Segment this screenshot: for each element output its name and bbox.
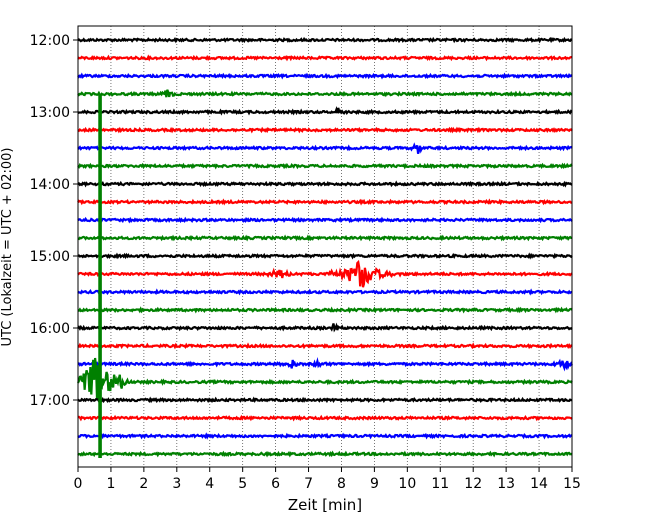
trace-row [77,342,573,350]
spike-mark [98,94,102,458]
x-tick-label: 9 [370,476,379,492]
y-tick-label: 17:00 [30,393,70,409]
trace-row [77,356,573,372]
x-axis-label: Zeit [min] [288,496,362,514]
trace-row [77,234,573,242]
x-tick-label: 11 [431,476,449,492]
plot-frame [77,25,573,468]
trace-row [77,322,573,333]
y-tick-label: 15:00 [30,249,70,265]
trace-lines [76,36,573,458]
trace-row [77,396,573,404]
trace-row [77,259,573,288]
trace-row [76,357,573,401]
trace-row [77,89,573,98]
x-tick-label: 4 [205,476,214,492]
trace-row [77,216,573,224]
trace-row [77,306,573,314]
trace-row [77,72,573,80]
trace-row [77,252,573,260]
x-tick-label: 13 [497,476,515,492]
x-tick-label: 14 [530,476,548,492]
trace-row [77,142,573,155]
trace-row [77,180,573,188]
trace-row [77,162,573,170]
y-axis-ticks: 12:00 13:00 14:00 15:00 16:00 17:00 [30,33,78,409]
x-tick-label: 12 [464,476,482,492]
x-tick-label: 8 [337,476,346,492]
y-tick-label: 14:00 [30,177,70,193]
trace-row [77,36,573,44]
spike-layer [98,94,102,458]
y-axis-label: UTC (Lokalzeit = UTC + 02:00) [0,148,15,347]
trace-row [77,414,573,422]
trace-row [77,54,573,62]
x-tick-label: 6 [271,476,280,492]
x-tick-label: 3 [172,476,181,492]
y-tick-label: 12:00 [30,33,70,49]
x-tick-label: 7 [304,476,313,492]
x-tick-label: 2 [139,476,148,492]
trace-row [77,198,573,206]
trace-row [77,450,573,458]
y-tick-label: 16:00 [30,321,70,337]
x-tick-label: 15 [563,476,581,492]
trace-row [77,106,573,116]
trace-row [77,288,573,296]
x-tick-label: 5 [238,476,247,492]
trace-row [77,432,573,440]
x-tick-label: 0 [74,476,83,492]
x-tick-label: 10 [398,476,416,492]
y-tick-label: 13:00 [30,105,70,121]
x-tick-label: 1 [106,476,115,492]
x-axis-ticks: 0 1 2 3 4 5 6 7 8 9 10 11 12 13 14 15 [74,467,581,492]
trace-row [77,126,573,134]
